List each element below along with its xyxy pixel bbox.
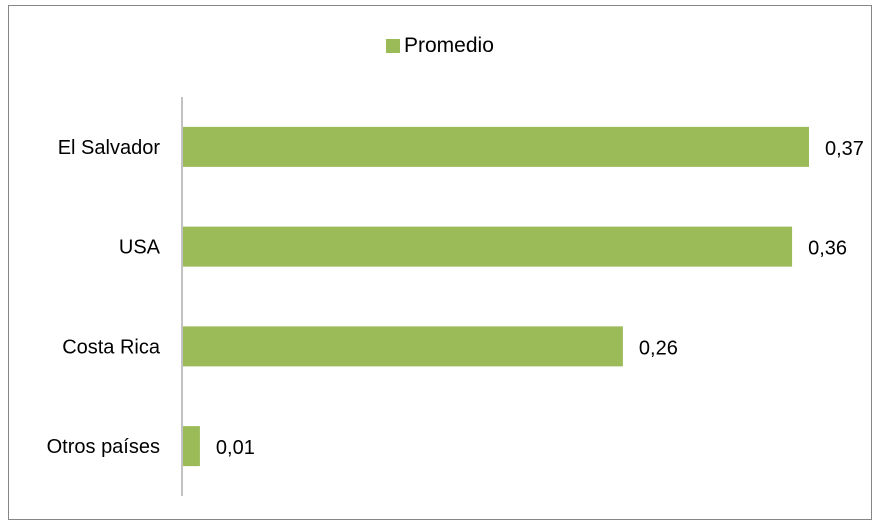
bar-1 — [183, 226, 793, 267]
category-label-0: El Salvador — [58, 137, 161, 159]
category-label-1: USA — [119, 237, 161, 259]
bar-3 — [183, 426, 200, 467]
legend: Promedio — [386, 34, 494, 58]
legend-swatch — [386, 39, 400, 53]
data-label-3: 0,01 — [216, 437, 255, 459]
category-label-2: Costa Rica — [62, 336, 161, 358]
category-label-3: Otros países — [47, 436, 160, 458]
bar-0 — [183, 126, 809, 167]
data-label-1: 0,36 — [808, 238, 847, 260]
data-label-2: 0,26 — [639, 337, 678, 359]
data-label-0: 0,37 — [825, 138, 864, 160]
bar-2 — [183, 326, 623, 367]
legend-label: Promedio — [404, 34, 494, 57]
